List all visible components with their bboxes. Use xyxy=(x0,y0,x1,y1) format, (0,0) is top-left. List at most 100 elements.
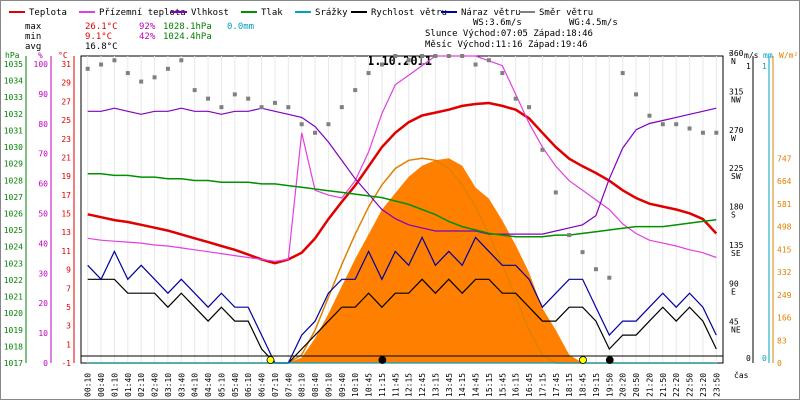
wind-direction-point xyxy=(219,105,224,110)
rain-tick: 0 xyxy=(762,354,767,363)
stat-ws: WS:3.6m/s xyxy=(473,18,522,28)
unit-percent: % xyxy=(38,51,43,60)
direction-label: NE xyxy=(731,326,741,335)
stat-max-temp: 26.1°C xyxy=(85,22,118,32)
humidity-tick: 40 xyxy=(38,239,48,248)
humidity-tick: 100 xyxy=(34,60,49,69)
wind-direction-point xyxy=(165,66,170,71)
wind-direction-point xyxy=(313,130,318,135)
wind-direction-point xyxy=(139,79,144,84)
wind-direction-point xyxy=(379,62,384,67)
wind-direction-point xyxy=(446,54,451,58)
wind-direction-point xyxy=(660,122,665,127)
unit-ms: m/s xyxy=(744,51,759,60)
unit-celsius: °C xyxy=(58,51,68,60)
x-tick: 12:15 xyxy=(405,373,414,397)
direction-tick: 225 xyxy=(729,164,744,173)
wind-direction-point xyxy=(232,92,237,97)
pressure-tick: 1030 xyxy=(4,143,23,152)
x-tick: 07:10 xyxy=(271,373,280,397)
x-tick: 23:50 xyxy=(712,373,721,397)
wind-direction-point xyxy=(714,130,719,135)
x-ticks-layer: 00:10 00:40 01:10 01:40 02:10 02:40 03:10 03:40… xyxy=(84,373,722,397)
wind-direction-point xyxy=(700,130,705,135)
legend-label: Směr větru xyxy=(539,8,593,18)
wind-direction-point xyxy=(299,122,304,127)
x-tick: 19:15 xyxy=(592,373,601,397)
x-tick: 15:15 xyxy=(485,373,494,397)
x-tick: 03:10 xyxy=(164,373,173,397)
stat-avg-label: avg xyxy=(25,42,41,52)
x-tick: 12:45 xyxy=(418,373,427,397)
axes-layer: 1035103410331032103110301029102810271026… xyxy=(4,49,792,368)
temperature-tick: 9 xyxy=(66,266,71,275)
series-line xyxy=(87,278,717,364)
pressure-tick: 1028 xyxy=(4,176,23,185)
direction-label: SE xyxy=(731,249,741,258)
solar-tick: 747 xyxy=(777,154,792,163)
humidity-tick: 70 xyxy=(38,150,48,159)
event-marker xyxy=(266,356,275,364)
x-tick: 14:45 xyxy=(472,373,481,397)
x-tick: 03:40 xyxy=(177,373,186,397)
temperature-tick: 29 xyxy=(61,79,71,88)
direction-tick: 270 xyxy=(729,126,744,135)
pressure-tick: 1021 xyxy=(4,293,23,302)
event-marker xyxy=(378,356,387,364)
stat-wg: WG:4.5m/s xyxy=(569,18,618,28)
legend-label: Přízemní teplota xyxy=(99,8,186,18)
x-tick: 08:40 xyxy=(311,373,320,397)
legend-label: Náraz větru xyxy=(461,8,521,18)
x-tick: 01:40 xyxy=(124,373,133,397)
legend-label: Teplota xyxy=(29,8,67,18)
direction-label: E xyxy=(731,287,736,296)
pressure-tick: 1033 xyxy=(4,93,23,102)
wind-direction-point xyxy=(286,105,291,110)
wind-direction-point xyxy=(580,250,585,255)
event-marker xyxy=(579,356,587,364)
x-tick: 13:15 xyxy=(431,373,440,397)
x-tick: 09:10 xyxy=(324,373,333,397)
wind-direction-point xyxy=(206,96,211,101)
temperature-tick: 21 xyxy=(61,153,71,162)
temperature-tick: 31 xyxy=(61,60,71,69)
pressure-tick: 1025 xyxy=(4,226,23,235)
stat-max-hum: 92% xyxy=(139,22,156,32)
x-tick: 14:15 xyxy=(458,373,467,397)
x-tick: 23:20 xyxy=(699,373,708,397)
x-tick: 20:20 xyxy=(619,373,628,397)
wind-tick: 0 xyxy=(746,354,751,363)
pressure-tick: 1031 xyxy=(4,126,23,135)
wind-direction-point xyxy=(620,71,625,76)
solar-tick: 415 xyxy=(777,245,792,254)
stat-sun: Slunce Východ:07:05 Západ:18:46 xyxy=(425,29,593,39)
wind-tick: 1 xyxy=(746,62,751,71)
wind-direction-point xyxy=(406,58,411,63)
humidity-tick: 80 xyxy=(38,120,48,129)
pressure-tick: 1019 xyxy=(4,326,23,335)
wind-direction-point xyxy=(179,58,184,63)
wind-direction-point xyxy=(540,147,545,152)
x-tick: 15:45 xyxy=(498,373,507,397)
pressure-tick: 1024 xyxy=(4,243,23,252)
wind-direction-point xyxy=(593,267,598,272)
rain-tick: 1 xyxy=(762,62,767,71)
temperature-tick: 11 xyxy=(61,247,71,256)
temperature-tick: 19 xyxy=(61,172,71,181)
direction-tick: 180 xyxy=(729,203,744,212)
wind-direction-point xyxy=(634,92,639,97)
direction-tick: 360 xyxy=(729,49,744,58)
direction-tick: 90 xyxy=(729,279,739,288)
x-tick: 04:40 xyxy=(204,373,213,397)
unit-wm2: W/m² xyxy=(779,51,798,60)
stat-min-press: 1024.4hPa xyxy=(163,32,212,42)
legend: Teplota Přízemní teplota Vlhkost Tlak Srážky… xyxy=(9,8,593,18)
x-tick: 18:15 xyxy=(565,373,574,397)
solar-tick: 166 xyxy=(777,314,792,323)
solar-area xyxy=(87,158,717,363)
x-tick: 10:10 xyxy=(351,373,360,397)
x-tick: 17:15 xyxy=(538,373,547,397)
series-line xyxy=(87,107,717,235)
wind-direction-point xyxy=(272,100,277,105)
